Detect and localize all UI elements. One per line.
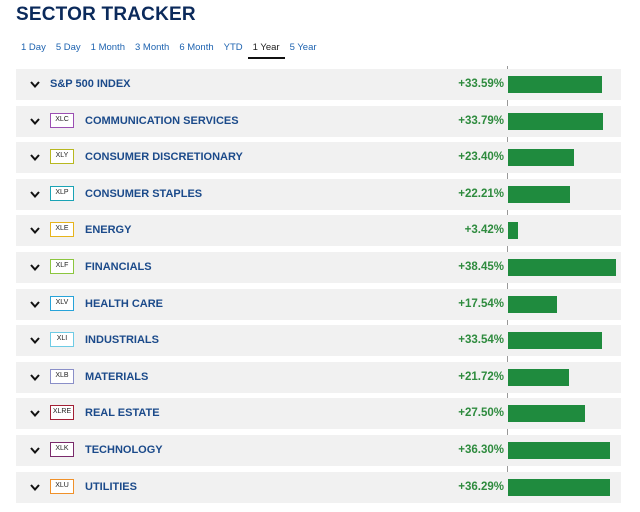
chevron-down-icon[interactable] [28,443,42,457]
sector-row[interactable]: S&P 500 INDEX +33.59% [16,69,621,100]
performance-bar-area [507,289,621,320]
percent-change: +22.21% [458,187,504,200]
ticker-badge: XLF [50,258,74,274]
performance-bar-area [507,252,621,283]
sector-name-link[interactable]: INDUSTRIALS [85,334,159,347]
sector-list: S&P 500 INDEX +33.59% XLC COMMUNICATION SER… [16,69,621,508]
sector-row[interactable]: XLK TECHNOLOGY +36.30% [16,434,621,466]
sector-row[interactable]: XLE ENERGY +3.42% [16,215,621,247]
chevron-down-icon[interactable] [28,480,42,494]
percent-change: +27.50% [458,407,504,420]
ticker-badge: XLY [50,149,74,165]
performance-bar-area [507,325,621,356]
sector-name-link[interactable]: COMMUNICATION SERVICES [85,114,239,127]
percent-change: +38.45% [458,260,504,273]
ticker-badge: XLE [50,222,74,238]
chevron-down-icon[interactable] [28,406,42,420]
chevron-down-icon[interactable] [28,114,42,128]
sector-row[interactable]: XLC COMMUNICATION SERVICES +33.79% [16,105,621,137]
percent-change: +3.42% [464,224,504,237]
performance-bar [508,405,585,423]
ticker-badge: XLRE [50,405,74,421]
sector-name-link[interactable]: CONSUMER DISCRETIONARY [85,151,243,164]
ticker-badge: XLU [50,478,74,494]
performance-bar-area [507,362,621,393]
performance-bar [508,185,570,203]
sector-name-link[interactable]: TECHNOLOGY [85,443,163,456]
sector-name-link[interactable]: CONSUMER STAPLES [85,187,203,200]
performance-bar [508,478,610,496]
sector-row[interactable]: XLP CONSUMER STAPLES +22.21% [16,178,621,210]
period-tabs: 1 Day 5 Day 1 Month 3 Month 6 Month YTD 1 Year… [16,39,322,59]
tab-5-day[interactable]: 5 Day [55,42,81,53]
ticker-badge: XLC [50,112,74,128]
performance-bar-area [507,215,621,246]
tab-6-month[interactable]: 6 Month [179,42,214,53]
performance-bar-area [507,472,621,503]
sector-row[interactable]: XLU UTILITIES +36.29% [16,471,621,503]
percent-change: +21.72% [458,370,504,383]
sector-row[interactable]: XLV HEALTH CARE +17.54% [16,288,621,320]
chevron-down-icon[interactable] [28,77,42,91]
tab-1-day[interactable]: 1 Day [21,42,46,53]
performance-bar-area [507,69,621,100]
sector-row[interactable]: XLF FINANCIALS +38.45% [16,251,621,283]
sector-name-link[interactable]: S&P 500 INDEX [50,78,131,90]
chevron-down-icon[interactable] [28,370,42,384]
performance-bar [508,258,616,276]
zero-axis-line [507,66,508,500]
chevron-down-icon[interactable] [28,223,42,237]
percent-change: +23.40% [458,151,504,164]
ticker-badge: XLB [50,368,74,384]
performance-bar-area [507,142,621,173]
performance-bar [508,332,602,350]
performance-bar [508,368,569,386]
performance-bar-area [507,435,621,466]
performance-bar-area [507,179,621,210]
tab-3-month[interactable]: 3 Month [134,42,170,53]
sector-name-link[interactable]: HEALTH CARE [85,297,164,310]
percent-change: +36.29% [458,480,504,493]
ticker-badge: XLK [50,441,74,457]
performance-bar [508,149,574,167]
ticker-badge: XLV [50,295,74,311]
sector-name-link[interactable]: ENERGY [85,224,132,237]
sector-name-link[interactable]: FINANCIALS [85,260,152,273]
sector-name-link[interactable]: REAL ESTATE [85,407,160,420]
percent-change: +33.79% [458,114,504,127]
chevron-down-icon[interactable] [28,187,42,201]
sector-row[interactable]: XLRE REAL ESTATE +27.50% [16,398,621,430]
ticker-badge: XLI [50,332,74,348]
performance-bar [508,76,602,93]
performance-bar-area [507,106,621,137]
percent-change: +36.30% [458,443,504,456]
chevron-down-icon[interactable] [28,297,42,311]
tab-1-month[interactable]: 1 Month [90,42,125,53]
performance-bar [508,222,518,240]
ticker-badge: XLP [50,185,74,201]
performance-bar-area [507,398,621,429]
chevron-down-icon[interactable] [28,260,42,274]
tab-ytd[interactable]: YTD [223,42,243,53]
tab-1-year[interactable]: 1 Year [247,39,285,59]
sector-row[interactable]: XLY CONSUMER DISCRETIONARY +23.40% [16,142,621,174]
performance-bar [508,295,557,313]
chevron-down-icon[interactable] [28,333,42,347]
sector-row[interactable]: XLI INDUSTRIALS +33.54% [16,325,621,357]
sector-name-link[interactable]: UTILITIES [85,480,137,493]
percent-change: +17.54% [458,297,504,310]
tab-5-year[interactable]: 5 Year [289,42,317,53]
page-title: SECTOR TRACKER [16,4,196,25]
sector-row[interactable]: XLB MATERIALS +21.72% [16,361,621,393]
chevron-down-icon[interactable] [28,150,42,164]
performance-bar [508,112,603,130]
sector-name-link[interactable]: MATERIALS [85,370,149,383]
percent-change: +33.59% [458,78,504,90]
percent-change: +33.54% [458,334,504,347]
performance-bar [508,441,610,459]
